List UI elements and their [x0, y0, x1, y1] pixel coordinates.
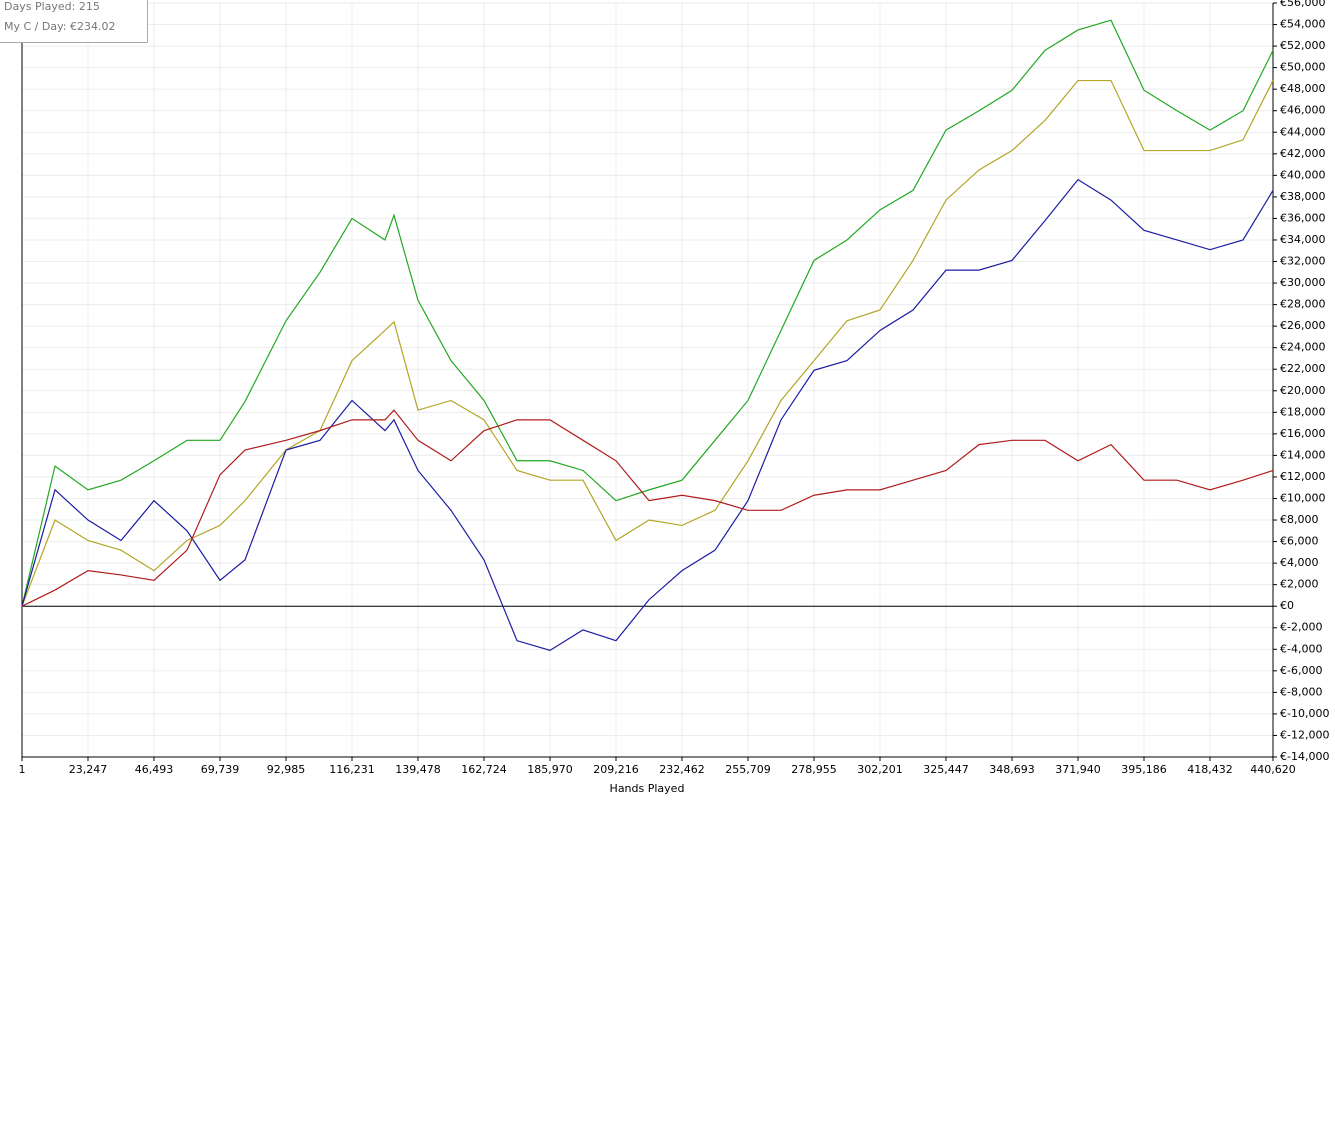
x-tick-label: 255,709 — [725, 763, 771, 776]
y-tick-label: €22,000 — [1280, 362, 1326, 375]
y-tick-label: €24,000 — [1280, 341, 1326, 354]
y-tick-label: €2,000 — [1280, 578, 1319, 591]
y-tick-label: €36,000 — [1280, 211, 1326, 224]
y-tick-label: €20,000 — [1280, 384, 1326, 397]
x-tick-label: 325,447 — [923, 763, 969, 776]
y-tick-label: €46,000 — [1280, 104, 1326, 117]
x-tick-label: 232,462 — [659, 763, 705, 776]
y-tick-label: €-12,000 — [1280, 728, 1329, 741]
x-tick-label: 302,201 — [857, 763, 903, 776]
y-tick-label: €28,000 — [1280, 298, 1326, 311]
y-tick-label: €-10,000 — [1280, 707, 1329, 720]
x-tick-label: 371,940 — [1055, 763, 1101, 776]
y-tick-label: €16,000 — [1280, 427, 1326, 440]
y-tick-label: €-8,000 — [1280, 685, 1322, 698]
y-tick-label: €10,000 — [1280, 491, 1326, 504]
y-tick-label: €42,000 — [1280, 147, 1326, 160]
x-tick-label: 278,955 — [791, 763, 837, 776]
x-tick-label: 46,493 — [135, 763, 174, 776]
x-tick-label: 1 — [19, 763, 26, 776]
y-tick-label: €-6,000 — [1280, 664, 1322, 677]
x-axis-label: Hands Played — [610, 782, 685, 795]
x-tick-label: 23,247 — [69, 763, 108, 776]
y-tick-label: €-14,000 — [1280, 750, 1329, 763]
series-line — [21, 79, 1274, 607]
x-tick-label: 348,693 — [989, 763, 1035, 776]
x-tick-label: 209,216 — [593, 763, 639, 776]
x-tick-label: 92,985 — [267, 763, 306, 776]
x-tick-label: 185,970 — [527, 763, 573, 776]
y-tick-label: €14,000 — [1280, 448, 1326, 461]
y-tick-label: €38,000 — [1280, 190, 1326, 203]
y-tick-label: €4,000 — [1280, 556, 1319, 569]
y-tick-label: €56,000 — [1280, 0, 1326, 9]
y-tick-label: €44,000 — [1280, 125, 1326, 138]
x-tick-label: 116,231 — [329, 763, 375, 776]
series-line — [21, 178, 1274, 652]
y-tick-label: €32,000 — [1280, 255, 1326, 268]
info-text: Days Played: 215 — [4, 0, 100, 13]
y-tick-label: €34,000 — [1280, 233, 1326, 246]
y-tick-label: €48,000 — [1280, 82, 1326, 95]
y-tick-label: €50,000 — [1280, 61, 1326, 74]
y-tick-label: €40,000 — [1280, 168, 1326, 181]
y-tick-label: €18,000 — [1280, 405, 1326, 418]
x-tick-label: 395,186 — [1121, 763, 1167, 776]
x-tick-label: 418,432 — [1187, 763, 1233, 776]
x-tick-label: 139,478 — [395, 763, 441, 776]
y-tick-label: €8,000 — [1280, 513, 1319, 526]
x-tick-label: 69,739 — [201, 763, 240, 776]
x-tick-label: 162,724 — [461, 763, 507, 776]
info-box: Days Played: 215 My C / Day: €234.02 — [0, 0, 148, 43]
y-tick-label: €26,000 — [1280, 319, 1326, 332]
series-line — [21, 19, 1274, 607]
y-tick-label: €6,000 — [1280, 535, 1319, 548]
info-text: My C / Day: €234.02 — [4, 20, 116, 33]
y-tick-label: €-2,000 — [1280, 621, 1322, 634]
y-tick-label: €30,000 — [1280, 276, 1326, 289]
y-tick-label: €0 — [1280, 599, 1294, 612]
series-line — [21, 409, 1274, 607]
y-tick-label: €12,000 — [1280, 470, 1326, 483]
y-tick-label: €52,000 — [1280, 39, 1326, 52]
y-tick-label: €-4,000 — [1280, 642, 1322, 655]
y-tick-label: €54,000 — [1280, 18, 1326, 31]
x-tick-label: 440,620 — [1250, 763, 1296, 776]
